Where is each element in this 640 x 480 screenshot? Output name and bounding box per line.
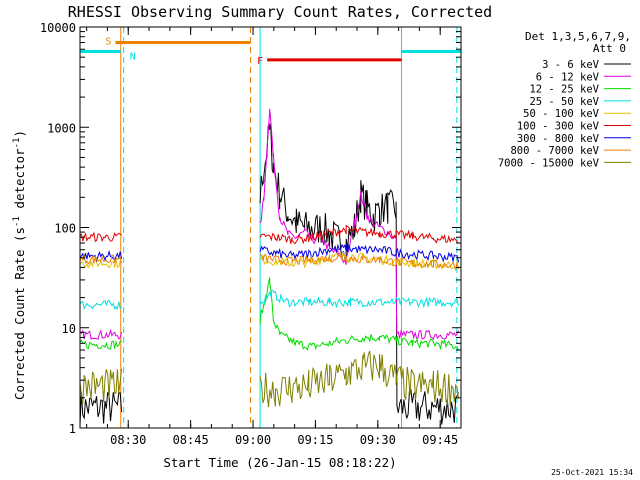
y-tick-label: 10000: [40, 21, 76, 35]
flare-label: F: [257, 56, 263, 67]
series-line-1: [79, 108, 459, 341]
series-layer: [79, 108, 459, 426]
x-tick-label: 08:30: [110, 433, 146, 447]
series-line-6: [79, 243, 459, 263]
svg-text:Corrected Count Rate (s-1 dete: Corrected Count Rate (s-1 detector-1): [12, 130, 27, 400]
series-line-3: [79, 289, 459, 311]
y-tick-label: 1000: [47, 121, 76, 135]
night-label: N: [130, 51, 136, 62]
y-axis-label-sup1: -1: [12, 216, 22, 227]
y-tick-label: 1: [69, 422, 76, 436]
footer-date: 25-Oct-2021 15:34: [551, 468, 633, 477]
series-line-5: [79, 224, 459, 245]
legend-label: 50 - 100 keV: [523, 108, 600, 120]
legend-label: 25 - 50 keV: [529, 96, 599, 108]
legend-label: 12 - 25 keV: [529, 84, 599, 96]
legend-header-2: Att 0: [593, 42, 626, 55]
y-tick-label: 100: [54, 222, 76, 236]
y-axis-label-mid: detector: [12, 148, 27, 216]
chart-title: RHESSI Observing Summary Count Rates, Co…: [68, 3, 492, 21]
legend-label: 3 - 6 keV: [542, 59, 600, 71]
legend-label: 800 - 7000 keV: [510, 145, 599, 157]
x-axis-label: Start Time (26-Jan-15 08:18:22): [163, 455, 396, 470]
y-axis-label: Corrected Count Rate (s-1 detector-1): [12, 130, 27, 400]
legend-label: 6 - 12 keV: [536, 71, 600, 83]
series-line-0: [79, 123, 459, 426]
x-tick-label: 09:45: [422, 433, 458, 447]
legend-label: 300 - 800 keV: [517, 133, 600, 145]
y-axis-label-main: Corrected Count Rate (s: [12, 227, 27, 400]
axes-layer: 08:30 08:45 09:00 09:15 09:30 09:45 1 10 100 1000…: [40, 21, 462, 447]
x-tick-label: 09:30: [360, 433, 396, 447]
x-tick-label: 09:15: [297, 433, 333, 447]
y-axis-label-end: ): [12, 130, 27, 138]
legend-label: 100 - 300 keV: [517, 121, 600, 133]
y-axis-label-sup2: -1: [12, 138, 22, 149]
legend-header-1: Det 1,3,5,6,7,9,: [525, 30, 631, 43]
series-line-7: [79, 253, 459, 272]
annotation-layer: S N F: [80, 27, 461, 428]
x-tick-label: 09:00: [235, 433, 271, 447]
legend-label: 7000 - 15000 keV: [498, 157, 600, 169]
series-line-2: [79, 277, 459, 351]
saa-label: S: [105, 37, 111, 48]
x-tick-label: 08:45: [173, 433, 209, 447]
series-line-8: [79, 350, 459, 408]
y-tick-label: 10: [62, 322, 76, 336]
